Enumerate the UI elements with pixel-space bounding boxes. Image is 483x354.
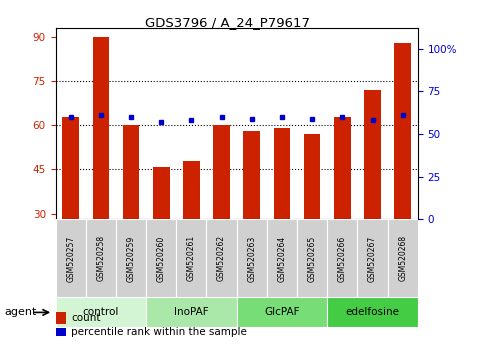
Bar [327, 219, 357, 297]
Text: agent: agent [5, 307, 37, 318]
Bar [364, 90, 381, 219]
Text: edelfosine: edelfosine [345, 307, 399, 318]
Bar [237, 219, 267, 297]
Text: GSM520259: GSM520259 [127, 235, 136, 281]
Bar [274, 128, 290, 219]
Text: GSM520263: GSM520263 [247, 235, 256, 281]
Bar [327, 297, 418, 327]
Text: InoPAF: InoPAF [174, 307, 209, 318]
Bar [123, 125, 139, 219]
Text: GSM520257: GSM520257 [66, 235, 75, 281]
Text: GSM520266: GSM520266 [338, 235, 347, 281]
Text: GlcPAF: GlcPAF [264, 307, 299, 318]
Bar [334, 116, 351, 219]
Text: GSM520260: GSM520260 [156, 235, 166, 281]
Bar [176, 219, 207, 297]
Text: GSM520261: GSM520261 [187, 235, 196, 281]
Bar [62, 116, 79, 219]
Bar [395, 43, 411, 219]
Text: GDS3796 / A_24_P79617: GDS3796 / A_24_P79617 [144, 16, 310, 29]
Bar [183, 161, 199, 219]
Text: GSM520264: GSM520264 [277, 235, 286, 281]
Bar [237, 297, 327, 327]
Text: control: control [83, 307, 119, 318]
Bar [388, 219, 418, 297]
Bar [116, 219, 146, 297]
Bar [207, 219, 237, 297]
Text: count: count [71, 313, 100, 323]
Bar [357, 219, 388, 297]
Bar [56, 297, 146, 327]
Bar [146, 297, 237, 327]
Bar [267, 219, 297, 297]
Text: GSM520258: GSM520258 [96, 235, 105, 281]
Bar [243, 131, 260, 219]
Bar [93, 37, 109, 219]
Bar [153, 166, 170, 219]
Text: percentile rank within the sample: percentile rank within the sample [71, 327, 247, 337]
Bar [297, 219, 327, 297]
Text: GSM520265: GSM520265 [308, 235, 317, 281]
Bar [146, 219, 176, 297]
Text: GSM520267: GSM520267 [368, 235, 377, 281]
Text: GSM520262: GSM520262 [217, 235, 226, 281]
Bar [213, 125, 230, 219]
Bar [304, 134, 320, 219]
Bar [56, 219, 86, 297]
Text: GSM520268: GSM520268 [398, 235, 407, 281]
Bar [86, 219, 116, 297]
